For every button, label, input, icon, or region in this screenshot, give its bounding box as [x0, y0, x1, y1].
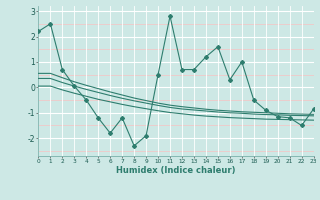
X-axis label: Humidex (Indice chaleur): Humidex (Indice chaleur)	[116, 166, 236, 175]
